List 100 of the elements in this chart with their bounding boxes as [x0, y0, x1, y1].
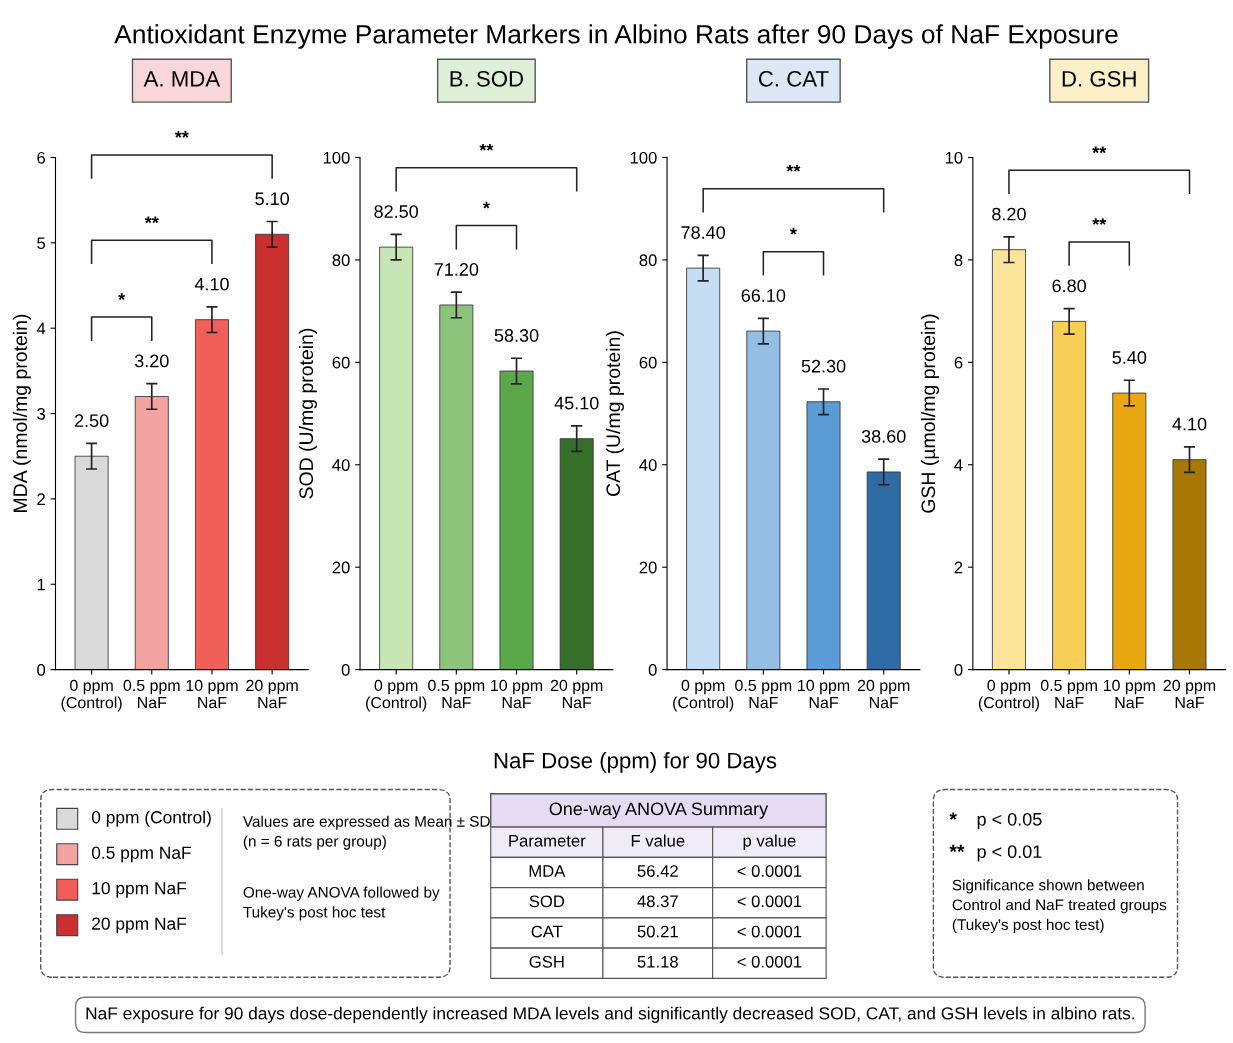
text: CAT — [531, 925, 563, 938]
text: 51.18 — [637, 955, 678, 968]
x-tick-label: 10 ppm NaF — [186, 679, 238, 709]
y-tick-label: 6 — [37, 151, 46, 164]
x-tick-label: 0.5 ppm NaF — [1040, 679, 1097, 709]
text: One-way ANOVA Summary — [549, 802, 769, 819]
bar — [1112, 392, 1147, 670]
text: Values are expressed as Mean ± SD (n = 6 rats per group) — [242, 815, 490, 850]
y-tick-label: 20 — [639, 561, 657, 574]
y-tick-label: 100 — [323, 151, 350, 164]
data-label: 6.80 — [1052, 279, 1086, 293]
y-axis-title: SOD (U/mg protein) — [298, 328, 317, 499]
y-tick-label: 4 — [36, 322, 46, 335]
x-tick-label: 10 ppm NaF — [491, 679, 543, 709]
bar — [686, 267, 721, 670]
category-label: 10 ppm NaF — [92, 882, 187, 898]
data-label: 4.10 — [1172, 417, 1207, 431]
x-tick-label: 0 ppm (Control) — [978, 679, 1040, 712]
bar — [559, 438, 594, 670]
y-axis-title: CAT (U/mg protein) — [605, 331, 624, 496]
x-tick-label: 0 ppm (Control) — [673, 679, 734, 712]
text: NaF Dose (ppm) for 90 Days — [494, 752, 777, 773]
text: < 0.0001 — [737, 925, 802, 938]
data-label: 58.30 — [494, 329, 539, 342]
text: MDA — [529, 865, 566, 877]
text: ** — [479, 143, 494, 151]
text: F value — [631, 834, 685, 847]
bar — [255, 233, 290, 670]
bar — [866, 471, 901, 670]
bar — [134, 396, 169, 670]
text: 50.21 — [637, 925, 678, 938]
category-label: ** — [949, 844, 965, 853]
bar — [439, 304, 474, 670]
y-tick-label: 100 — [630, 151, 657, 164]
data-label: 38.60 — [861, 429, 906, 443]
annotation: * — [789, 227, 797, 235]
data-label: 5.10 — [255, 192, 290, 206]
x-tick-label: 0.5 ppm NaF — [428, 679, 485, 709]
x-tick-label: 20 ppm NaF — [550, 679, 603, 709]
bar — [499, 370, 534, 670]
text: NaF exposure for 90 days dose-dependently increased MDA levels and significantly decreased SOD, CAT, and GSH levels in albino rats. — [86, 1006, 1135, 1023]
data-label: 66.10 — [741, 289, 786, 302]
data-label: 71.20 — [434, 263, 479, 276]
y-tick-label: 2 — [37, 493, 45, 505]
y-tick-label: 0 — [341, 664, 350, 676]
annotation: ** — [144, 216, 159, 224]
text: < 0.0001 — [737, 955, 802, 968]
x-tick-label: 0 ppm (Control) — [61, 679, 122, 712]
category-label: 20 ppm NaF — [92, 917, 187, 934]
x-tick-label: 10 ppm NaF — [1103, 679, 1155, 709]
x-tick-label: 20 ppm NaF — [246, 679, 298, 709]
annotation: ** — [1092, 218, 1107, 225]
bar — [991, 249, 1026, 670]
x-tick-label: 0 ppm (Control) — [366, 679, 427, 712]
y-axis-title: MDA (nmol/mg protein) — [12, 314, 31, 512]
y-tick-label: 80 — [332, 254, 350, 267]
y-tick-label: 80 — [639, 254, 657, 267]
data-label: 45.10 — [554, 396, 599, 410]
data-label: 4.10 — [194, 277, 229, 291]
annotation: ** — [786, 164, 801, 172]
y-tick-label: 10 — [945, 151, 963, 164]
x-tick-label: 20 ppm NaF — [857, 679, 910, 709]
bar — [746, 330, 781, 670]
text: p < 0.05 — [977, 812, 1042, 830]
text: SOD — [529, 895, 565, 908]
bar — [379, 246, 414, 670]
y-tick-label: 0 — [954, 664, 963, 676]
text: GSH — [529, 955, 564, 968]
annotation: * — [482, 201, 490, 209]
data-label: 5.40 — [1112, 351, 1147, 364]
y-tick-label: 0 — [37, 664, 46, 676]
annotation: * — [118, 293, 126, 300]
chart-title: A. MDA — [143, 71, 221, 87]
y-tick-label: 60 — [332, 356, 350, 369]
y-tick-label: 40 — [639, 459, 657, 471]
text: ** — [174, 131, 189, 138]
category-label: * — [949, 812, 957, 820]
text: 48.37 — [637, 895, 678, 908]
text: Significance shown between Control and NaF treated groups (Tukey's post hoc test) — [952, 879, 1167, 934]
bar — [74, 455, 109, 670]
y-tick-label: 20 — [332, 561, 350, 574]
text: Antioxidant Enzyme Parameter Markers in Albino Rats after 90 Days of NaF Exposure — [114, 24, 1118, 49]
bar — [194, 319, 229, 670]
data-label: 78.40 — [681, 226, 726, 239]
y-tick-label: 3 — [37, 407, 46, 420]
chart-title: C. CAT — [758, 70, 829, 87]
y-tick-label: 2 — [954, 561, 963, 574]
text: < 0.0001 — [737, 895, 802, 908]
y-tick-label: 40 — [332, 459, 350, 471]
category-label: 0 ppm (Control) — [91, 810, 211, 827]
text: 56.42 — [637, 865, 678, 877]
data-label: 3.20 — [134, 354, 169, 368]
bar — [806, 401, 841, 670]
data-label: 52.30 — [801, 359, 846, 373]
y-tick-label: 5 — [37, 237, 46, 250]
chart-title: D. GSH — [1062, 70, 1136, 87]
y-tick-label: 0 — [648, 664, 657, 676]
x-tick-label: 10 ppm NaF — [798, 679, 850, 709]
text: p < 0.01 — [977, 845, 1042, 862]
text: One-way ANOVA followed by Tukey's post hoc test — [243, 886, 440, 921]
